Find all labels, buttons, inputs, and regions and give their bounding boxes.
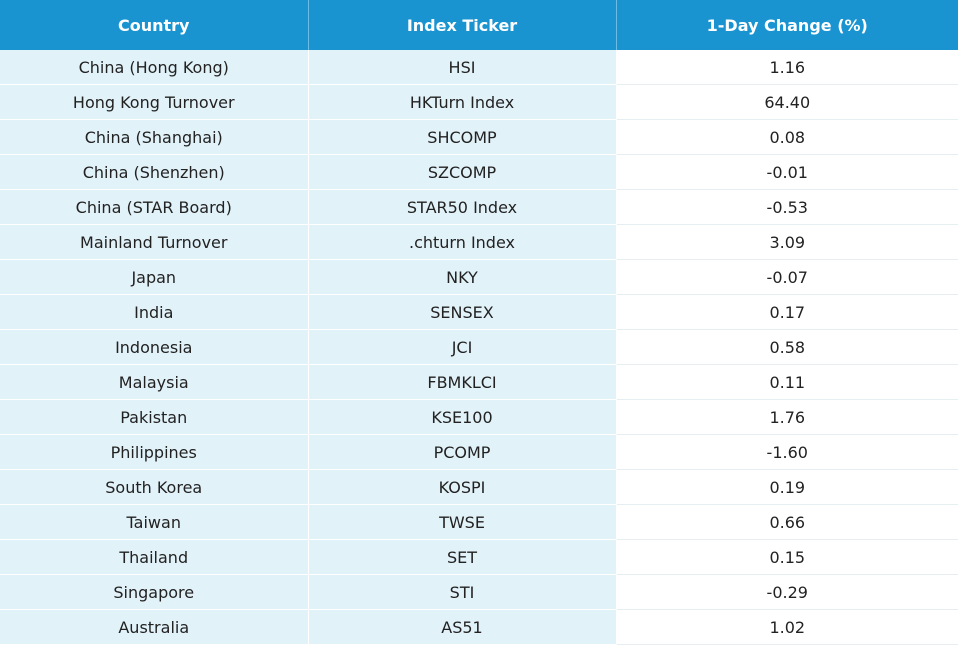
ticker-cell: NKY bbox=[308, 259, 617, 295]
country-cell: China (Shanghai) bbox=[0, 119, 309, 155]
ticker-cell: PCOMP bbox=[308, 434, 617, 470]
change-cell: 0.58 bbox=[616, 329, 958, 365]
table-row: China (Shanghai) SHCOMP 0.08 bbox=[0, 119, 958, 155]
ticker-cell: SENSEX bbox=[308, 294, 617, 330]
change-cell: -0.29 bbox=[616, 574, 958, 610]
table-row: Hong Kong Turnover HKTurn Index 64.40 bbox=[0, 84, 958, 120]
table-row: China (STAR Board) STAR50 Index -0.53 bbox=[0, 189, 958, 225]
table-row: South Korea KOSPI 0.19 bbox=[0, 469, 958, 505]
ticker-cell: TWSE bbox=[308, 504, 617, 540]
change-cell: 1.76 bbox=[616, 399, 958, 435]
country-cell: Australia bbox=[0, 609, 309, 645]
country-cell: Hong Kong Turnover bbox=[0, 84, 309, 120]
country-cell: Pakistan bbox=[0, 399, 309, 435]
table-body: China (Hong Kong) HSI 1.16 Hong Kong Turnov… bbox=[0, 50, 958, 645]
ticker-cell: SZCOMP bbox=[308, 154, 617, 190]
change-cell: -0.53 bbox=[616, 189, 958, 225]
ticker-cell: KSE100 bbox=[308, 399, 617, 435]
country-cell: Singapore bbox=[0, 574, 309, 610]
ticker-cell: SHCOMP bbox=[308, 119, 617, 155]
change-cell: 0.15 bbox=[616, 539, 958, 575]
table-row: Philippines PCOMP -1.60 bbox=[0, 434, 958, 470]
header-1-day-change: 1-Day Change (%) bbox=[616, 0, 958, 50]
ticker-cell: STAR50 Index bbox=[308, 189, 617, 225]
header-country: Country bbox=[0, 0, 309, 50]
ticker-cell: HSI bbox=[308, 50, 617, 85]
ticker-cell: HKTurn Index bbox=[308, 84, 617, 120]
country-cell: China (Shenzhen) bbox=[0, 154, 309, 190]
table-row: Malaysia FBMKLCI 0.11 bbox=[0, 364, 958, 400]
table-header-row: Country Index Ticker 1-Day Change (%) bbox=[0, 0, 958, 50]
ticker-cell: JCI bbox=[308, 329, 617, 365]
ticker-cell: STI bbox=[308, 574, 617, 610]
change-cell: -0.01 bbox=[616, 154, 958, 190]
ticker-cell: FBMKLCI bbox=[308, 364, 617, 400]
country-cell: China (STAR Board) bbox=[0, 189, 309, 225]
country-cell: Thailand bbox=[0, 539, 309, 575]
change-cell: 1.16 bbox=[616, 50, 958, 85]
table-row: Singapore STI -0.29 bbox=[0, 574, 958, 610]
country-cell: Japan bbox=[0, 259, 309, 295]
table-row: China (Hong Kong) HSI 1.16 bbox=[0, 50, 958, 85]
table-row: Mainland Turnover .chturn Index 3.09 bbox=[0, 224, 958, 260]
country-cell: South Korea bbox=[0, 469, 309, 505]
country-cell: China (Hong Kong) bbox=[0, 50, 309, 85]
table-row: Japan NKY -0.07 bbox=[0, 259, 958, 295]
ticker-cell: AS51 bbox=[308, 609, 617, 645]
ticker-cell: .chturn Index bbox=[308, 224, 617, 260]
change-cell: 64.40 bbox=[616, 84, 958, 120]
change-cell: 0.66 bbox=[616, 504, 958, 540]
country-cell: Mainland Turnover bbox=[0, 224, 309, 260]
change-cell: 1.02 bbox=[616, 609, 958, 645]
change-cell: -1.60 bbox=[616, 434, 958, 470]
country-cell: Taiwan bbox=[0, 504, 309, 540]
table-row: Thailand SET 0.15 bbox=[0, 539, 958, 575]
change-cell: 0.11 bbox=[616, 364, 958, 400]
ticker-cell: KOSPI bbox=[308, 469, 617, 505]
change-cell: 0.17 bbox=[616, 294, 958, 330]
country-cell: India bbox=[0, 294, 309, 330]
change-cell: -0.07 bbox=[616, 259, 958, 295]
table-row: Pakistan KSE100 1.76 bbox=[0, 399, 958, 435]
table-row: Australia AS51 1.02 bbox=[0, 609, 958, 645]
change-cell: 0.19 bbox=[616, 469, 958, 505]
country-cell: Indonesia bbox=[0, 329, 309, 365]
table-row: China (Shenzhen) SZCOMP -0.01 bbox=[0, 154, 958, 190]
change-cell: 3.09 bbox=[616, 224, 958, 260]
country-cell: Philippines bbox=[0, 434, 309, 470]
header-index-ticker: Index Ticker bbox=[308, 0, 617, 50]
country-cell: Malaysia bbox=[0, 364, 309, 400]
table-row: Indonesia JCI 0.58 bbox=[0, 329, 958, 365]
ticker-cell: SET bbox=[308, 539, 617, 575]
change-cell: 0.08 bbox=[616, 119, 958, 155]
table-row: Taiwan TWSE 0.66 bbox=[0, 504, 958, 540]
table-row: India SENSEX 0.17 bbox=[0, 294, 958, 330]
